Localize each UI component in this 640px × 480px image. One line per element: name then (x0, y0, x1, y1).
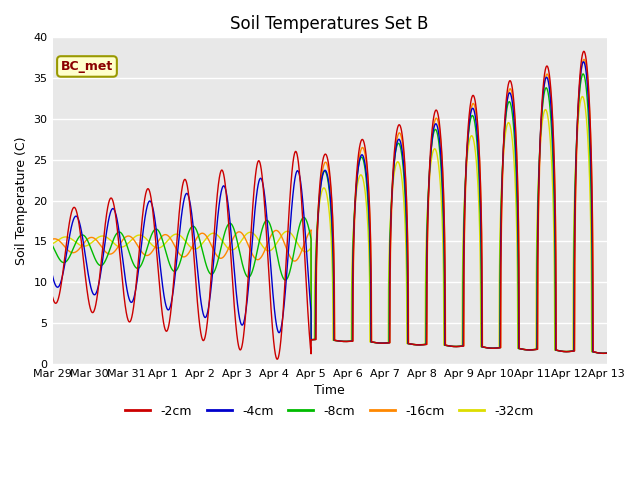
Text: BC_met: BC_met (61, 60, 113, 73)
Legend: -2cm, -4cm, -8cm, -16cm, -32cm: -2cm, -4cm, -8cm, -16cm, -32cm (120, 400, 539, 423)
Title: Soil Temperatures Set B: Soil Temperatures Set B (230, 15, 429, 33)
Y-axis label: Soil Temperature (C): Soil Temperature (C) (15, 136, 28, 265)
X-axis label: Time: Time (314, 384, 345, 397)
